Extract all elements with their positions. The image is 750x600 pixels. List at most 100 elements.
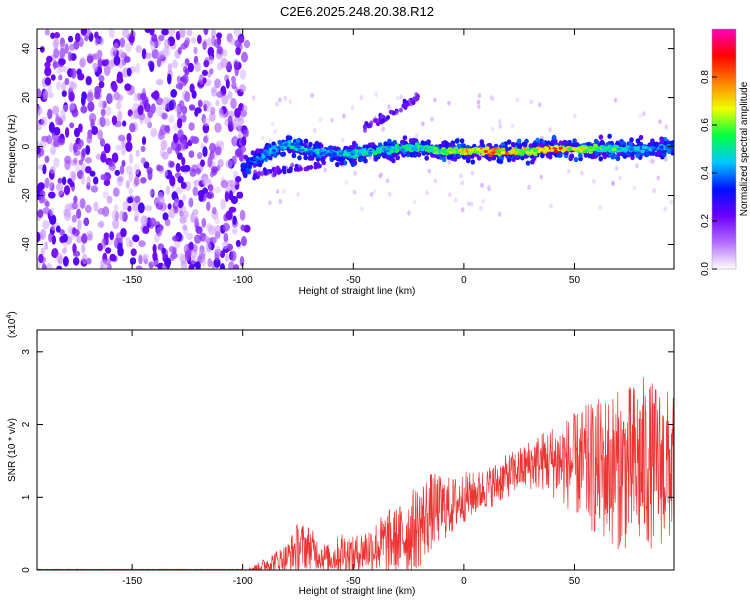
band-halo-blob [598, 156, 603, 162]
noise-blob [44, 155, 50, 164]
spectrogram-x-ticks: -150 -100 -50 0 50 [122, 29, 580, 286]
noise-blob [99, 37, 104, 46]
colorbar-tick-label: 0.2 [700, 214, 711, 228]
branch-blob [411, 100, 416, 106]
band-core-blob [640, 149, 645, 154]
noise-blob [207, 55, 214, 65]
x-tick-label: -100 [233, 576, 253, 587]
noise-blob [221, 240, 229, 250]
noise-blob [140, 145, 146, 153]
noise-blob [104, 58, 110, 66]
noise-blob [86, 135, 93, 144]
band-halo-blob [525, 160, 531, 166]
band-core-blob [427, 146, 432, 150]
branch-blob [253, 169, 258, 175]
band-halo-blob [593, 138, 599, 144]
noise-blob [206, 201, 211, 211]
faint-blob [275, 101, 279, 107]
noise-blob [232, 227, 238, 235]
branch-blob [386, 115, 390, 120]
faint-blob [407, 210, 411, 216]
faint-blob [396, 95, 400, 101]
faint-blob [656, 175, 661, 181]
noise-blob [111, 210, 116, 220]
faint-blob [379, 172, 384, 177]
band-halo-blob [506, 157, 512, 163]
band-core-blob [633, 146, 638, 150]
noise-blob [69, 102, 75, 111]
noise-blob [151, 258, 159, 266]
noise-blob [84, 157, 93, 164]
noise-blob [151, 33, 158, 42]
band-core-blob [322, 152, 327, 156]
noise-blob [40, 116, 48, 127]
noise-blob [215, 245, 221, 255]
noise-blob [112, 187, 120, 197]
noise-blob [208, 225, 216, 236]
noise-blob [109, 253, 116, 262]
noise-blob [201, 69, 209, 77]
faint-blob [669, 199, 673, 205]
band-halo-blob [629, 152, 635, 158]
noise-blob [227, 91, 233, 100]
noise-blob [119, 165, 125, 175]
noise-blob [94, 90, 100, 100]
spectrogram-y-ticks: -40 -20 0 20 40 [21, 43, 674, 252]
noise-blob [229, 38, 236, 46]
faint-blob [487, 186, 491, 192]
snr-y-multiplier: (x104) [6, 311, 18, 338]
noise-blob [178, 252, 185, 261]
noise-blob [81, 233, 88, 244]
noise-blob [207, 156, 213, 168]
band-halo-blob [391, 152, 397, 158]
noise-blob [211, 206, 217, 215]
noise-blob [134, 195, 141, 204]
noise-blob [72, 256, 80, 266]
x-tick-label: -50 [346, 576, 361, 587]
faint-blob [498, 119, 502, 125]
faint-blob [652, 188, 656, 194]
noise-blob [197, 99, 203, 108]
noise-blob [69, 80, 75, 90]
faint-blob [340, 138, 345, 143]
noise-blob [106, 172, 112, 181]
band-core-blob [561, 148, 567, 152]
noise-blob [81, 174, 86, 185]
faint-blob [359, 95, 364, 100]
band-halo-blob [392, 139, 398, 146]
noise-blob [208, 184, 214, 194]
y-tick-label: 20 [21, 92, 32, 104]
noise-blob [203, 174, 209, 186]
noise-blob [209, 171, 215, 178]
noise-blob [235, 176, 242, 183]
band-core-blob [483, 149, 488, 154]
band-halo-blob [424, 155, 430, 161]
noise-blob [207, 46, 215, 57]
noise-blob [125, 141, 133, 152]
noise-blob [109, 231, 114, 241]
band-core-blob [304, 147, 309, 152]
noise-blob [114, 169, 121, 176]
noise-blob [188, 104, 196, 111]
noise-blob [161, 151, 169, 160]
noise-blob [175, 82, 184, 90]
noise-blob [37, 146, 41, 155]
band-core-blob [536, 146, 541, 150]
noise-blob [42, 90, 48, 100]
x-tick-label: -150 [122, 576, 142, 587]
noise-blob [127, 196, 134, 204]
band-halo-blob [303, 155, 309, 161]
noise-blob [122, 200, 129, 211]
band-halo-blob [562, 139, 567, 145]
noise-blob [57, 177, 63, 184]
colorbar-label: Normalized spectral amplitude [739, 81, 750, 216]
noise-blob [150, 188, 155, 198]
noise-blob [225, 210, 233, 221]
noise-blob [138, 254, 143, 265]
band-halo-blob [351, 140, 357, 146]
noise-blob [74, 164, 81, 173]
noise-blob [201, 113, 207, 124]
noise-blob [117, 175, 124, 183]
noise-blob [235, 239, 241, 247]
band-halo-blob [638, 134, 644, 141]
